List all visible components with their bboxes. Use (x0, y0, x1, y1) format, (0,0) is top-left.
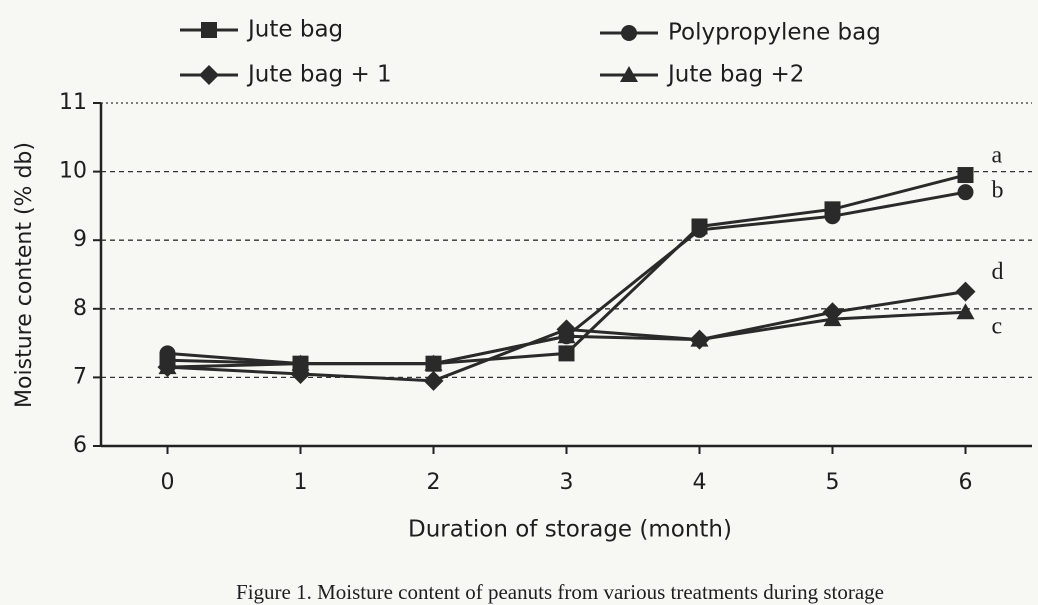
y-axis-label: Moisture content (% db) (12, 142, 37, 408)
caption: Figure 1. Moisture content of peanuts fr… (236, 580, 884, 604)
legend-label: Jute bag (246, 17, 343, 43)
marker (957, 184, 974, 201)
x-tick-label: 5 (826, 470, 840, 495)
series-annotation: c (992, 314, 1003, 340)
x-tick-label: 4 (693, 470, 707, 495)
y-tick-label: 9 (73, 227, 87, 252)
x-tick-label: 6 (959, 470, 973, 495)
legend-marker (201, 22, 217, 38)
marker (423, 370, 444, 391)
marker (424, 354, 443, 371)
marker (291, 354, 310, 371)
x-tick-label: 3 (560, 470, 574, 495)
x-tick-label: 2 (427, 470, 441, 495)
marker (955, 281, 976, 302)
y-tick-label: 7 (73, 364, 87, 389)
marker (824, 208, 841, 225)
marker (691, 221, 708, 238)
legend-marker (620, 66, 638, 82)
marker (956, 303, 975, 320)
x-tick-label: 0 (161, 470, 175, 495)
marker (159, 345, 176, 362)
y-tick-label: 10 (59, 159, 87, 184)
series-annotation: b (992, 178, 1004, 204)
marker (558, 345, 575, 362)
series-annotation: a (992, 143, 1003, 169)
marker (690, 330, 709, 347)
legend-marker (621, 25, 637, 41)
marker (158, 358, 177, 375)
y-tick-label: 8 (73, 296, 87, 321)
marker (557, 327, 576, 344)
legend-label: Polypropylene bag (668, 20, 881, 46)
legend-label: Jute bag +2 (666, 62, 804, 88)
x-axis-label: Duration of storage (month) (408, 517, 732, 543)
legend-marker (199, 65, 219, 85)
marker (957, 167, 974, 184)
marker (823, 310, 842, 327)
series-annotation: d (992, 259, 1004, 285)
y-tick-label: 11 (59, 90, 87, 115)
legend-label: Jute bag + 1 (246, 62, 392, 88)
y-tick-label: 6 (73, 433, 87, 458)
x-tick-label: 1 (294, 470, 308, 495)
